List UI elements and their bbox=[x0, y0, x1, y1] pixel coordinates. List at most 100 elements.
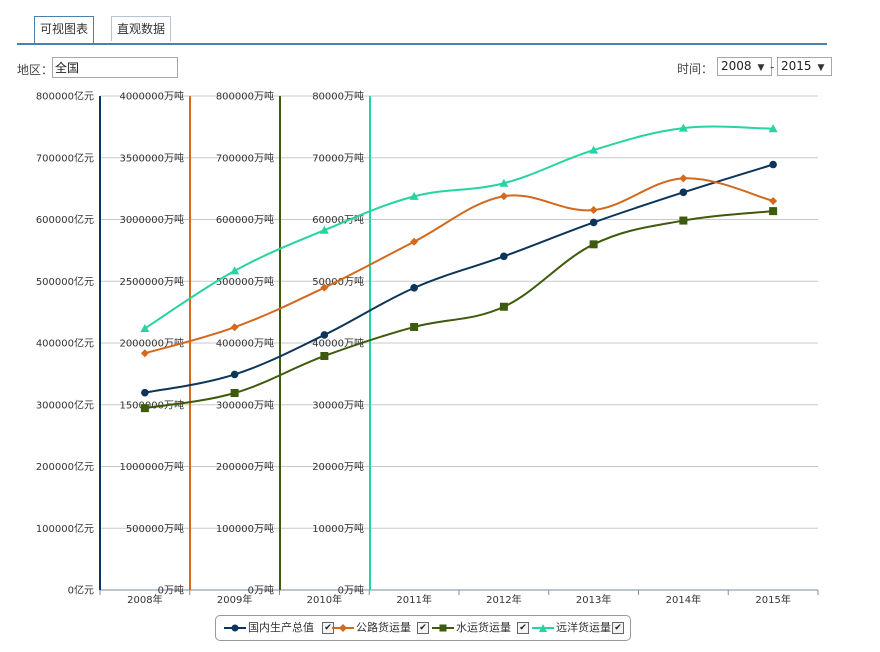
y-tick-label: 0亿元 bbox=[68, 584, 94, 597]
series-line bbox=[144, 177, 774, 355]
y-tick-label: 700000万吨 bbox=[216, 151, 274, 164]
region-label: 地区： bbox=[17, 63, 54, 77]
y-tick-label: 800000亿元 bbox=[36, 90, 94, 103]
y-tick-label: 2000000万吨 bbox=[119, 337, 184, 350]
data-point bbox=[230, 370, 239, 379]
legend-label-gdp: 国内生产总值 bbox=[248, 621, 314, 634]
legend-item-ocean[interactable]: 远洋货运量 ✔ bbox=[532, 616, 628, 640]
y-tick-label: 500000万吨 bbox=[126, 522, 184, 535]
data-point bbox=[678, 123, 688, 132]
y-tick-label: 0万吨 bbox=[248, 584, 274, 597]
tab-bar: 可视图表 直观数据 bbox=[17, 16, 827, 45]
data-point bbox=[589, 240, 598, 249]
x-tick-label: 2015年 bbox=[755, 593, 790, 606]
data-point bbox=[499, 178, 509, 187]
data-point bbox=[230, 323, 239, 332]
x-tick-label: 2013年 bbox=[576, 593, 611, 606]
circle-marker-icon bbox=[224, 624, 246, 632]
start-year-select[interactable]: 2008 ▼ bbox=[717, 57, 772, 76]
data-point bbox=[589, 206, 598, 215]
legend-label-ocean: 远洋货运量 bbox=[556, 621, 611, 634]
data-point bbox=[499, 302, 508, 311]
x-tick-label: 2009年 bbox=[217, 593, 252, 606]
y-tick-label: 200000亿元 bbox=[36, 460, 94, 473]
data-point bbox=[230, 266, 240, 275]
y-tick-label: 500000亿元 bbox=[36, 275, 94, 288]
data-point bbox=[679, 216, 688, 225]
y-tick-label: 600000万吨 bbox=[216, 213, 274, 226]
data-point bbox=[679, 174, 688, 183]
checkmark-icon: ✔ bbox=[519, 623, 527, 633]
year-separator: - bbox=[770, 60, 775, 74]
y-tick-label: 300000万吨 bbox=[216, 398, 274, 411]
data-point bbox=[769, 207, 778, 216]
checkmark-icon: ✔ bbox=[419, 623, 427, 633]
data-point bbox=[410, 284, 418, 292]
data-point bbox=[410, 322, 419, 331]
y-tick-label: 30000万吨 bbox=[312, 398, 364, 411]
end-year-select[interactable]: 2015 ▼ bbox=[777, 57, 832, 76]
legend-label-road: 公路货运量 bbox=[356, 621, 411, 634]
data-point bbox=[140, 349, 149, 358]
data-point bbox=[768, 124, 778, 133]
legend-item-water[interactable]: 水运货运量 ✔ bbox=[432, 616, 529, 640]
series-line bbox=[144, 163, 774, 394]
time-label: 时间： bbox=[677, 62, 714, 76]
checkbox-road[interactable]: ✔ bbox=[417, 622, 429, 634]
y-tick-label: 10000万吨 bbox=[312, 522, 364, 535]
y-tick-label: 400000亿元 bbox=[36, 337, 94, 350]
y-tick-label: 2500000万吨 bbox=[119, 275, 184, 288]
y-tick-label: 700000亿元 bbox=[36, 151, 94, 164]
data-point bbox=[140, 404, 149, 413]
tab-visual-chart[interactable]: 可视图表 bbox=[34, 16, 95, 43]
data-point bbox=[320, 351, 329, 360]
region-input[interactable] bbox=[52, 57, 178, 78]
y-tick-label: 400000万吨 bbox=[216, 337, 274, 350]
line-chart: 2008年 2009年 2010年 2011年 2012年 2013年 2014年 2015年… bbox=[36, 90, 819, 606]
data-point bbox=[589, 218, 598, 227]
x-tick-label: 2011年 bbox=[396, 593, 431, 606]
square-marker-icon bbox=[432, 624, 454, 632]
series-line bbox=[144, 210, 774, 410]
y-tick-label: 200000万吨 bbox=[216, 460, 274, 473]
data-point bbox=[320, 283, 329, 292]
data-point bbox=[140, 323, 150, 332]
data-point bbox=[769, 196, 778, 205]
legend-item-gdp[interactable]: 国内生产总值 ✔ bbox=[224, 616, 334, 640]
data-point bbox=[499, 192, 508, 201]
y-tick-label: 20000万吨 bbox=[312, 460, 364, 473]
tab-visual-data[interactable]: 直观数据 bbox=[111, 16, 172, 41]
legend-label-water: 水运货运量 bbox=[456, 621, 511, 634]
data-point bbox=[410, 237, 419, 246]
data-point bbox=[769, 160, 777, 169]
x-tick-label: 2012年 bbox=[486, 593, 521, 606]
triangle-marker-icon bbox=[532, 624, 554, 632]
y-tick-label: 600000亿元 bbox=[36, 213, 94, 226]
checkbox-gdp[interactable]: ✔ bbox=[322, 622, 334, 634]
start-year-value: 2008 bbox=[721, 59, 752, 73]
y-tick-label: 80000万吨 bbox=[312, 90, 364, 103]
y-tick-label: 100000万吨 bbox=[216, 522, 274, 535]
data-point bbox=[500, 252, 508, 261]
y-tick-label: 800000万吨 bbox=[216, 90, 274, 103]
legend-item-road[interactable]: 公路货运量 ✔ bbox=[332, 616, 429, 640]
end-year-value: 2015 bbox=[781, 59, 812, 73]
diamond-marker-icon bbox=[332, 624, 354, 632]
y-tick-label: 70000万吨 bbox=[312, 151, 364, 164]
y-tick-label: 60000万吨 bbox=[312, 213, 364, 226]
checkbox-ocean[interactable]: ✔ bbox=[612, 622, 624, 634]
checkbox-water[interactable]: ✔ bbox=[517, 622, 529, 634]
data-point bbox=[589, 145, 599, 154]
y-tick-label: 40000万吨 bbox=[312, 337, 364, 350]
checkmark-icon: ✔ bbox=[324, 623, 332, 633]
x-tick-label: 2010年 bbox=[307, 593, 342, 606]
data-point bbox=[679, 188, 688, 197]
y-tick-label: 4000000万吨 bbox=[119, 90, 184, 103]
data-point bbox=[319, 225, 329, 234]
y-tick-label: 3500000万吨 bbox=[119, 151, 184, 164]
triangle-down-icon: ▼ bbox=[817, 63, 825, 73]
data-point bbox=[141, 388, 149, 397]
y-tick-label: 1000000万吨 bbox=[119, 460, 184, 473]
data-point bbox=[230, 389, 239, 398]
chart-legend: 国内生产总值 ✔ 公路货运量 ✔ 水运货运量 ✔ 远洋货运量 ✔ bbox=[215, 615, 631, 641]
